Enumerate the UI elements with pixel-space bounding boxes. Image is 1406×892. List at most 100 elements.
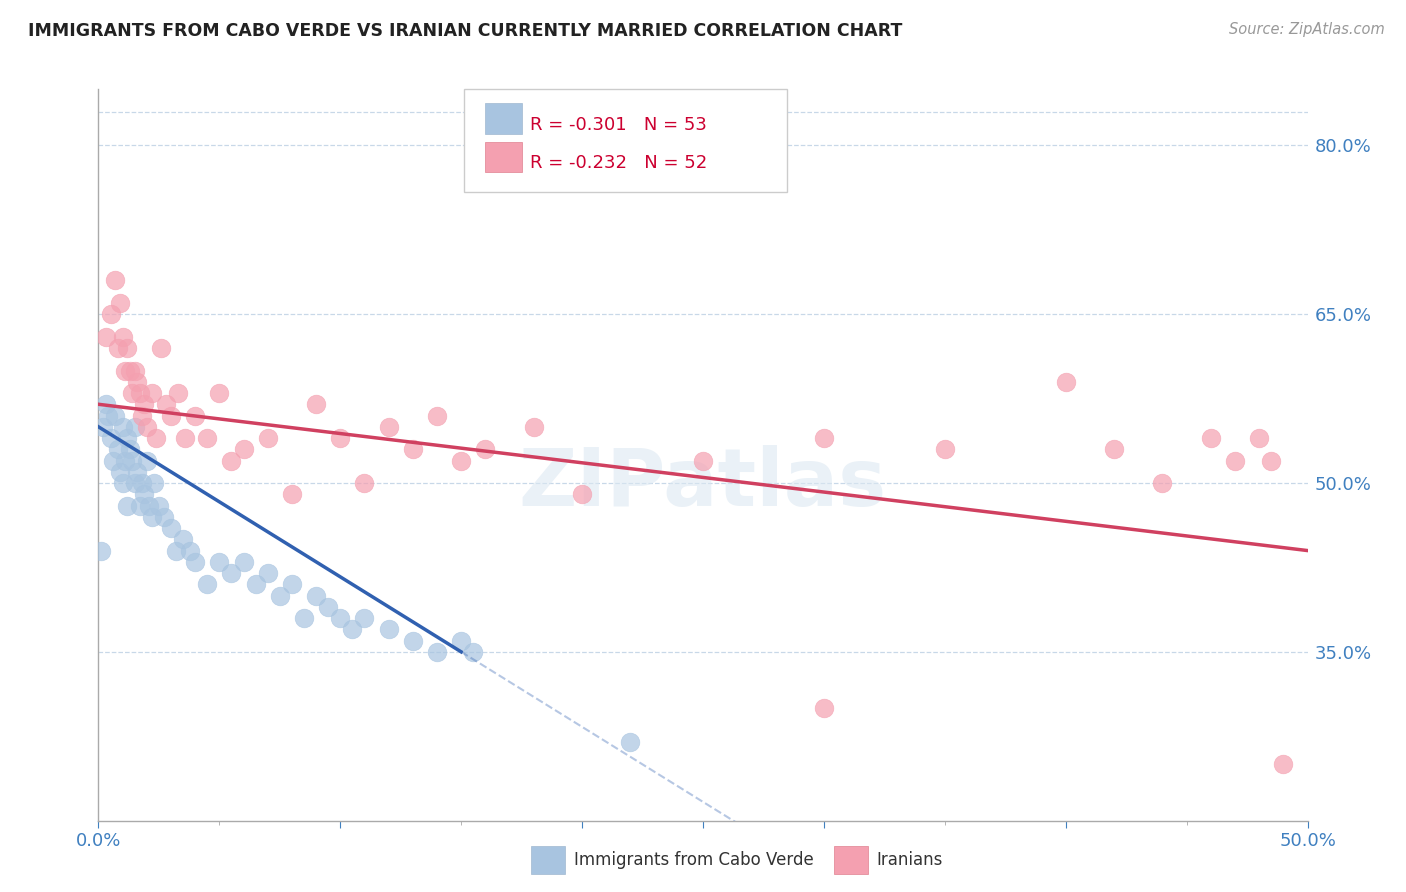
Point <box>305 589 328 603</box>
Text: R = -0.232   N = 52: R = -0.232 N = 52 <box>530 154 707 172</box>
Point <box>121 453 143 467</box>
Point <box>114 363 136 377</box>
Point <box>108 465 131 479</box>
Point <box>111 330 134 344</box>
Point <box>165 543 187 558</box>
Point <box>195 577 218 591</box>
Point <box>111 419 134 434</box>
Text: ZIPatlas: ZIPatlas <box>519 445 887 524</box>
Point <box>426 409 449 423</box>
Point <box>143 476 166 491</box>
Point <box>117 341 139 355</box>
Point <box>813 701 835 715</box>
Point <box>269 589 291 603</box>
Text: Immigrants from Cabo Verde: Immigrants from Cabo Verde <box>574 851 814 869</box>
Point <box>107 341 129 355</box>
Point <box>124 363 146 377</box>
Point <box>127 465 149 479</box>
Point <box>329 431 352 445</box>
Point <box>167 386 190 401</box>
Point <box>104 409 127 423</box>
Point <box>353 476 375 491</box>
Point <box>121 386 143 401</box>
Point <box>208 386 231 401</box>
Point <box>329 611 352 625</box>
Point <box>131 476 153 491</box>
Point <box>172 533 194 547</box>
Point <box>426 645 449 659</box>
Point <box>1152 476 1174 491</box>
Text: Iranians: Iranians <box>876 851 942 869</box>
Point <box>184 409 207 423</box>
Point <box>141 386 163 401</box>
Point <box>128 499 150 513</box>
Point <box>138 499 160 513</box>
Point <box>450 453 472 467</box>
Point <box>353 611 375 625</box>
Text: R = -0.301   N = 53: R = -0.301 N = 53 <box>530 116 707 134</box>
Point <box>402 442 425 457</box>
Point <box>450 633 472 648</box>
Point <box>131 409 153 423</box>
Point <box>281 577 304 591</box>
Point <box>108 296 131 310</box>
Point <box>245 577 267 591</box>
Point <box>377 623 399 637</box>
Point <box>174 431 197 445</box>
Point <box>97 409 120 423</box>
Point <box>232 555 254 569</box>
Point <box>94 397 117 411</box>
Text: IMMIGRANTS FROM CABO VERDE VS IRANIAN CURRENTLY MARRIED CORRELATION CHART: IMMIGRANTS FROM CABO VERDE VS IRANIAN CU… <box>28 22 903 40</box>
Point <box>305 397 328 411</box>
Point <box>1054 375 1077 389</box>
Point <box>135 419 157 434</box>
Point <box>292 611 315 625</box>
Point <box>118 363 141 377</box>
Point <box>155 397 177 411</box>
Point <box>160 409 183 423</box>
Point <box>148 499 170 513</box>
Point <box>1249 431 1271 445</box>
Point <box>256 566 278 580</box>
Point <box>145 431 167 445</box>
Point <box>1260 453 1282 467</box>
Point <box>1102 442 1125 457</box>
Point <box>523 419 546 434</box>
Point <box>111 476 134 491</box>
Point <box>221 453 243 467</box>
Point <box>571 487 593 501</box>
Point <box>141 509 163 524</box>
Point <box>256 431 278 445</box>
Point <box>118 442 141 457</box>
Point <box>134 487 156 501</box>
Point <box>619 735 641 749</box>
Point <box>124 419 146 434</box>
Point <box>94 330 117 344</box>
Point <box>1199 431 1222 445</box>
Text: Source: ZipAtlas.com: Source: ZipAtlas.com <box>1229 22 1385 37</box>
Point <box>342 623 364 637</box>
Point <box>117 499 139 513</box>
Point <box>474 442 496 457</box>
Point <box>934 442 956 457</box>
Point <box>160 521 183 535</box>
Point <box>107 442 129 457</box>
Point <box>128 386 150 401</box>
Point <box>463 645 485 659</box>
Point <box>100 431 122 445</box>
Point <box>152 509 174 524</box>
Point <box>692 453 714 467</box>
Point <box>195 431 218 445</box>
Point <box>124 476 146 491</box>
Point <box>281 487 304 501</box>
Point <box>101 453 124 467</box>
Point <box>1272 757 1295 772</box>
Point <box>179 543 201 558</box>
Point <box>104 273 127 287</box>
Point <box>221 566 243 580</box>
Point <box>184 555 207 569</box>
Point <box>135 453 157 467</box>
Point <box>91 419 114 434</box>
Point <box>813 431 835 445</box>
Point <box>100 307 122 321</box>
